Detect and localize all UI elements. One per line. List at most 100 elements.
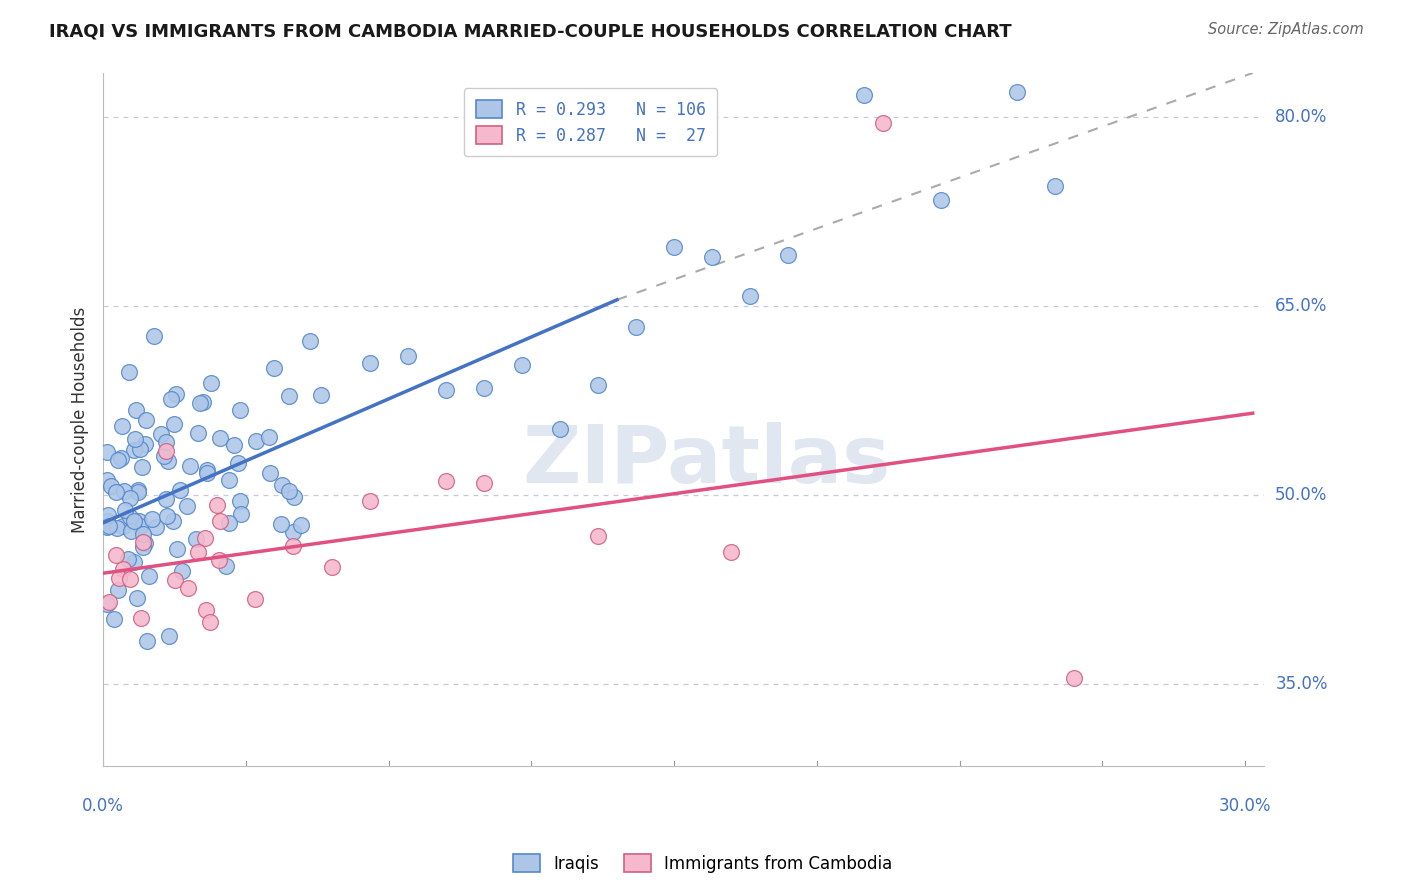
Legend: Iraqis, Immigrants from Cambodia: Iraqis, Immigrants from Cambodia — [506, 847, 900, 880]
Point — [191, 394, 214, 409]
Point — [472, 381, 495, 395]
Point — [132, 526, 155, 541]
Point — [259, 467, 281, 481]
Point — [200, 376, 222, 390]
Point — [160, 392, 183, 406]
Point — [138, 569, 160, 583]
Text: 0.0%: 0.0% — [82, 797, 124, 814]
Point — [135, 413, 157, 427]
Point — [122, 514, 145, 528]
Point — [128, 519, 150, 533]
Point — [124, 555, 146, 569]
Point — [157, 629, 180, 643]
Point — [118, 491, 141, 505]
Point — [110, 418, 132, 433]
Point — [105, 484, 128, 499]
Point — [187, 544, 209, 558]
Point — [131, 540, 153, 554]
Point — [1043, 178, 1066, 193]
Point — [281, 524, 304, 539]
Point — [218, 516, 240, 530]
Point — [548, 422, 571, 436]
Point — [270, 517, 292, 532]
Point — [215, 559, 238, 574]
Point — [359, 493, 381, 508]
Point — [510, 358, 533, 372]
Point — [187, 425, 209, 440]
Point — [290, 518, 312, 533]
Point — [195, 466, 218, 480]
Point — [245, 591, 267, 606]
Y-axis label: Married-couple Households: Married-couple Households — [72, 306, 89, 533]
Point — [145, 519, 167, 533]
Text: 30.0%: 30.0% — [1219, 797, 1271, 814]
Point — [278, 484, 301, 499]
Text: 80.0%: 80.0% — [1275, 108, 1327, 126]
Point — [134, 437, 156, 451]
Point — [124, 432, 146, 446]
Point — [112, 562, 135, 576]
Point — [134, 535, 156, 549]
Point — [131, 460, 153, 475]
Point — [143, 329, 166, 343]
Point — [179, 459, 201, 474]
Point — [156, 509, 179, 524]
Point — [118, 573, 141, 587]
Point — [263, 360, 285, 375]
Point — [96, 514, 118, 528]
Point — [222, 438, 245, 452]
Point — [195, 463, 218, 477]
Point — [872, 116, 894, 130]
Legend: R = 0.293   N = 106, R = 0.287   N =  27: R = 0.293 N = 106, R = 0.287 N = 27 — [464, 88, 717, 156]
Text: Source: ZipAtlas.com: Source: ZipAtlas.com — [1208, 22, 1364, 37]
Point — [117, 551, 139, 566]
Point — [114, 503, 136, 517]
Point — [166, 542, 188, 557]
Point — [127, 591, 149, 606]
Point — [172, 564, 194, 578]
Point — [283, 490, 305, 504]
Point — [229, 507, 252, 521]
Text: IRAQI VS IMMIGRANTS FROM CAMBODIA MARRIED-COUPLE HOUSEHOLDS CORRELATION CHART: IRAQI VS IMMIGRANTS FROM CAMBODIA MARRIE… — [49, 22, 1012, 40]
Point — [309, 387, 332, 401]
Point — [929, 193, 952, 207]
Point — [111, 518, 134, 533]
Point — [1005, 85, 1028, 99]
Point — [586, 377, 609, 392]
Point — [96, 445, 118, 459]
Point — [218, 473, 240, 487]
Point — [853, 88, 876, 103]
Point — [155, 492, 177, 507]
Point — [157, 454, 180, 468]
Text: ZIPatlas: ZIPatlas — [523, 422, 891, 500]
Point — [299, 334, 322, 348]
Point — [98, 595, 121, 609]
Point — [229, 493, 252, 508]
Point — [128, 514, 150, 528]
Point — [586, 529, 609, 543]
Point — [169, 483, 191, 497]
Point — [112, 483, 135, 498]
Point — [96, 474, 118, 488]
Point — [96, 520, 118, 534]
Text: 50.0%: 50.0% — [1275, 486, 1327, 504]
Point — [155, 444, 177, 458]
Point — [127, 484, 149, 499]
Point — [228, 456, 250, 470]
Point — [120, 524, 142, 538]
Point — [229, 402, 252, 417]
Point — [127, 483, 149, 497]
Point — [194, 532, 217, 546]
Point — [283, 539, 305, 553]
Point — [662, 240, 685, 254]
Point — [321, 560, 343, 574]
Point — [194, 602, 217, 616]
Point — [277, 389, 299, 403]
Point — [97, 518, 120, 533]
Point — [1063, 671, 1085, 685]
Point — [162, 514, 184, 528]
Point — [110, 450, 132, 465]
Point — [396, 349, 419, 363]
Point — [165, 573, 187, 587]
Point — [100, 479, 122, 493]
